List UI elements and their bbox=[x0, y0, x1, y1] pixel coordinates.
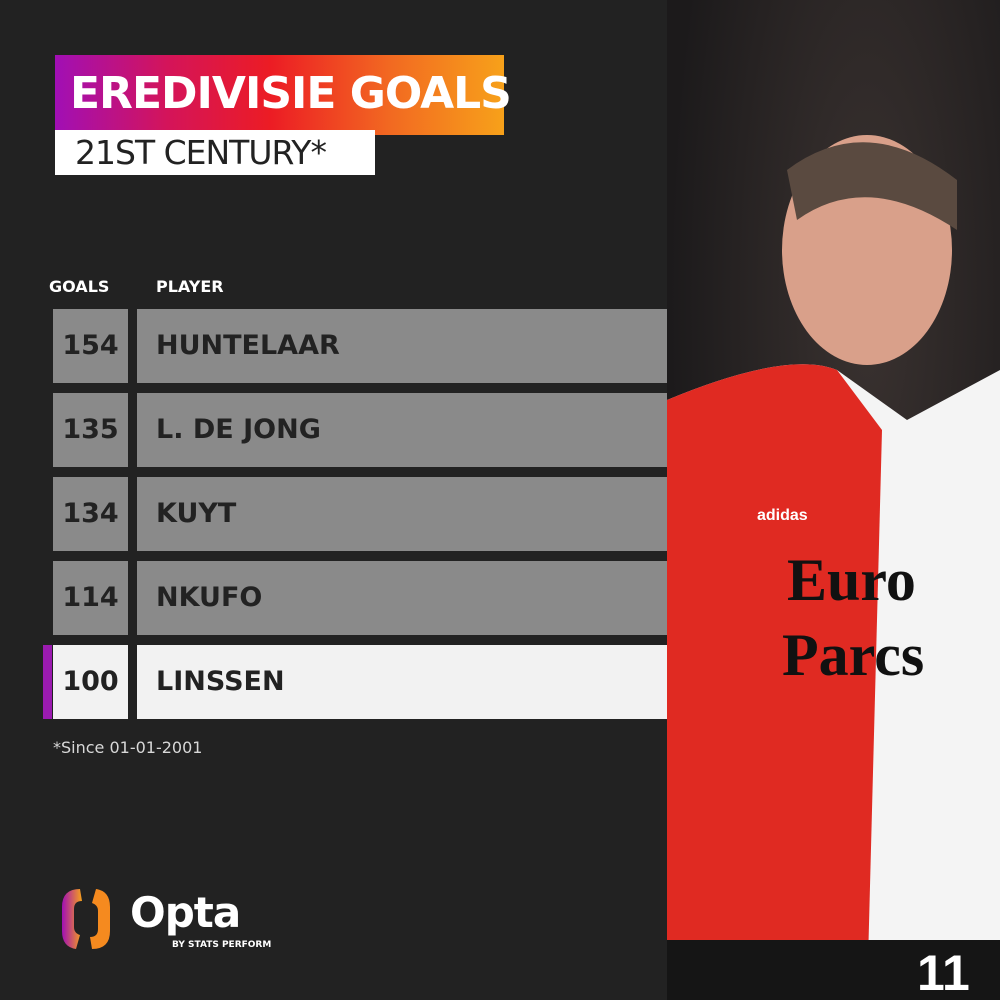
footnote: *Since 01-01-2001 bbox=[53, 738, 203, 757]
table-row: 135 L. DE JONG bbox=[53, 393, 667, 467]
player-photo: Euro Parcs adidas 11 bbox=[667, 0, 1000, 1000]
highlight-bar bbox=[43, 645, 52, 719]
jersey-red bbox=[667, 364, 882, 1000]
column-header-player: PLAYER bbox=[156, 277, 224, 296]
goals-cell: 114 bbox=[53, 561, 128, 635]
page-title: EREDIVISIE GOALS bbox=[70, 68, 512, 119]
opta-logo-tagline: BY STATS PERFORM bbox=[172, 940, 272, 950]
title-banner bbox=[55, 55, 504, 135]
player-cell: L. DE JONG bbox=[137, 393, 667, 467]
column-header-goals: GOALS bbox=[49, 277, 110, 296]
goals-cell: 154 bbox=[53, 309, 128, 383]
jersey-sponsor-parcs: Parcs bbox=[782, 622, 924, 688]
goals-cell: 134 bbox=[53, 477, 128, 551]
goals-cell: 135 bbox=[53, 393, 128, 467]
shorts bbox=[667, 940, 1000, 1000]
shorts-number: 11 bbox=[917, 945, 970, 1000]
jersey-brand: adidas bbox=[757, 507, 808, 524]
goals-cell: 100 bbox=[53, 645, 128, 719]
player-illustration: Euro Parcs adidas 11 bbox=[667, 135, 1000, 1000]
jersey-sponsor-euro: Euro bbox=[787, 547, 916, 613]
subtitle-banner bbox=[55, 130, 375, 175]
table-row: 134 KUYT bbox=[53, 477, 667, 551]
opta-logo-text: Opta bbox=[130, 888, 241, 937]
opta-logo-icon bbox=[62, 889, 110, 949]
player-cell: NKUFO bbox=[137, 561, 667, 635]
player-cell: KUYT bbox=[137, 477, 667, 551]
player-cell: LINSSEN bbox=[137, 645, 667, 719]
table-row: 100 LINSSEN bbox=[43, 645, 667, 719]
page-subtitle: 21ST CENTURY* bbox=[75, 133, 327, 172]
player-hair bbox=[787, 142, 957, 230]
player-cell: HUNTELAAR bbox=[137, 309, 667, 383]
table-row: 114 NKUFO bbox=[53, 561, 667, 635]
table-row: 154 HUNTELAAR bbox=[53, 309, 667, 383]
